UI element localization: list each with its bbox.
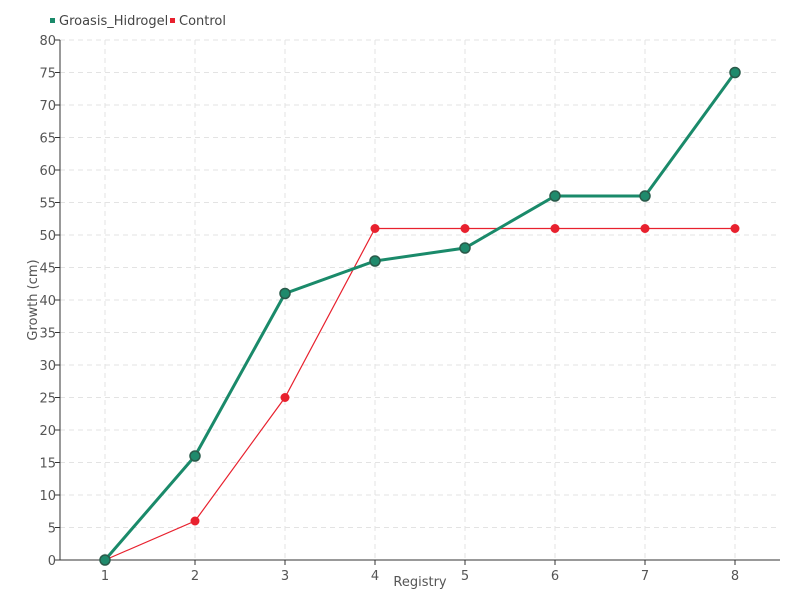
x-tick-label: 4 bbox=[371, 569, 379, 584]
legend: Groasis_Hidrogel Control bbox=[50, 14, 226, 29]
series-control bbox=[100, 224, 740, 565]
legend-swatch-control bbox=[170, 18, 175, 23]
series-layer bbox=[99, 66, 741, 566]
x-tick-label: 8 bbox=[731, 569, 739, 584]
y-tick-label: 30 bbox=[39, 359, 56, 374]
data-point bbox=[189, 450, 201, 462]
data-point bbox=[549, 190, 561, 202]
data-point bbox=[279, 287, 291, 300]
data-point bbox=[730, 224, 740, 233]
y-tick-label: 80 bbox=[39, 34, 56, 49]
data-point bbox=[190, 516, 200, 526]
y-tick-label: 50 bbox=[39, 229, 56, 244]
x-tick-label: 6 bbox=[551, 569, 559, 584]
y-tick-label: 0 bbox=[48, 554, 56, 569]
y-tick-label: 65 bbox=[39, 132, 56, 147]
data-point bbox=[640, 224, 650, 233]
legend-swatch-groasis-hidrogel bbox=[50, 18, 55, 23]
data-point bbox=[459, 242, 471, 254]
data-point bbox=[550, 224, 560, 233]
series-groasis-hidrogel bbox=[99, 66, 741, 566]
y-tick-label: 70 bbox=[39, 99, 56, 114]
data-point bbox=[369, 255, 381, 267]
y-tick-label: 15 bbox=[39, 457, 56, 472]
data-point bbox=[460, 224, 470, 233]
series-line bbox=[104, 227, 735, 561]
x-tick-labels: 1 2 3 4 5 6 7 8 bbox=[101, 569, 739, 584]
y-tick-label: 55 bbox=[39, 197, 56, 212]
x-tick-label: 7 bbox=[641, 569, 649, 584]
legend-label-control: Control bbox=[179, 14, 226, 29]
y-tick-labels: 0 5 10 15 20 25 30 35 40 45 50 55 60 65 70 75 80 bbox=[39, 34, 56, 569]
series-line bbox=[103, 71, 737, 561]
y-tick-label: 75 bbox=[39, 67, 56, 82]
x-tick-label: 1 bbox=[101, 569, 109, 584]
y-tick-label: 10 bbox=[39, 489, 56, 504]
data-point bbox=[280, 393, 290, 402]
data-point bbox=[99, 554, 111, 566]
data-point bbox=[639, 190, 651, 202]
y-tick-label: 20 bbox=[39, 424, 56, 439]
y-tick-label: 40 bbox=[39, 294, 56, 309]
x-axis-title: Registry bbox=[393, 575, 447, 590]
legend-label-groasis-hidrogel: Groasis_Hidrogel bbox=[59, 14, 168, 29]
data-point bbox=[729, 66, 741, 79]
y-tick-label: 25 bbox=[39, 392, 56, 407]
y-tick-label: 60 bbox=[39, 164, 56, 179]
x-tick-label: 3 bbox=[281, 569, 289, 584]
axes bbox=[55, 39, 780, 565]
data-point bbox=[370, 224, 380, 233]
x-tick-label: 2 bbox=[191, 569, 199, 584]
y-tick-label: 35 bbox=[39, 327, 56, 342]
grid-lines bbox=[60, 39, 780, 560]
x-tick-label: 5 bbox=[461, 569, 469, 584]
y-tick-label: 5 bbox=[48, 522, 56, 537]
y-tick-label: 45 bbox=[39, 262, 56, 277]
y-axis-title: Growth (cm) bbox=[26, 259, 41, 340]
